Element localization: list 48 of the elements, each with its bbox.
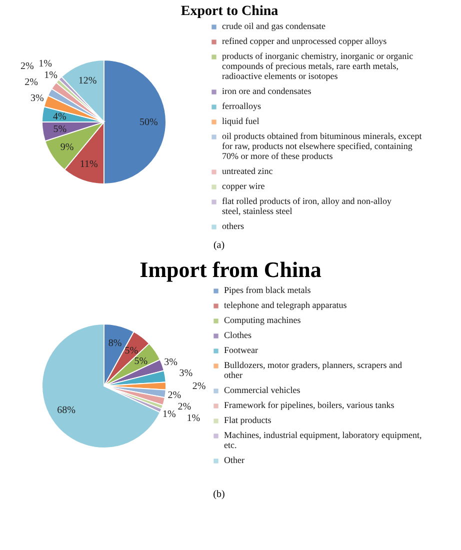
chart-title: Export to China: [180, 4, 278, 19]
legend-label: products of inorganic chemistry, inorganic or organic compounds of precious metals, rare earth metals, radioactive elements or isotopes: [222, 51, 414, 81]
data-label: 50%: [139, 117, 158, 128]
data-label: 1%: [38, 58, 52, 70]
legend-label: Flat products: [224, 415, 272, 425]
data-label: 5%: [124, 346, 138, 357]
data-label: 2%: [24, 77, 38, 88]
legend-label: ferroalloys: [222, 101, 262, 111]
legend-label: Pipes from black metals: [224, 285, 312, 295]
legend-label: Framework for pipelines, boilers, various tanks: [224, 400, 395, 410]
legend-label: refined copper and unprocessed copper alloys: [222, 36, 388, 46]
legend-label: Machines, industrial equipment, laboratory equipment, etc.: [224, 430, 422, 450]
legend-label: iron ore and condensates: [222, 86, 312, 96]
legend-label: Computing machines: [224, 315, 302, 325]
data-label: 8%: [108, 338, 122, 349]
data-label: 12%: [78, 75, 97, 86]
data-label: 2%: [192, 381, 206, 392]
data-label: 3%: [30, 92, 44, 104]
legend-label: Footwear: [224, 345, 258, 355]
legend-label: oil products obtained from bituminous minerals, except for raw, products not elsewhere specified, containing 70% or more of these products: [222, 131, 422, 161]
data-label: 5%: [134, 356, 148, 367]
legend-label: copper wire: [222, 181, 265, 191]
text: (b): [213, 489, 225, 500]
legend-label: Other: [224, 455, 244, 465]
legend-label: crude oil and gas condensate: [222, 21, 326, 31]
legend-label: flat rolled products of iron, alloy and non-alloy steel, stainless steel: [222, 196, 392, 216]
data-label: 3%: [164, 356, 178, 368]
data-label: 11%: [80, 159, 98, 170]
data-label: 2%: [178, 402, 192, 413]
data-label: 68%: [57, 404, 76, 416]
data-label: 2%: [20, 61, 34, 72]
legend-label: Bulldozers, motor graders, planners, scrapers and other: [224, 360, 402, 380]
data-label: 1%: [186, 413, 200, 424]
data-label: 2%: [168, 390, 182, 401]
legend-label: Clothes: [224, 330, 252, 340]
legend-label: telephone and telegraph apparatus: [224, 300, 348, 310]
data-label: 3%: [179, 368, 193, 380]
data-label: 1%: [162, 409, 176, 420]
legend-label: others: [222, 221, 244, 231]
data-label: 5%: [53, 124, 67, 135]
data-label: 1%: [44, 70, 58, 82]
legend-label: Commercial vehicles: [224, 385, 301, 395]
chart-title: Import from China: [140, 257, 322, 282]
data-label: 4%: [53, 111, 66, 122]
legend-label: liquid fuel: [222, 116, 260, 126]
data-label: 9%: [60, 142, 74, 154]
text: (a): [213, 240, 225, 251]
legend-label: untreated zinc: [222, 166, 273, 176]
